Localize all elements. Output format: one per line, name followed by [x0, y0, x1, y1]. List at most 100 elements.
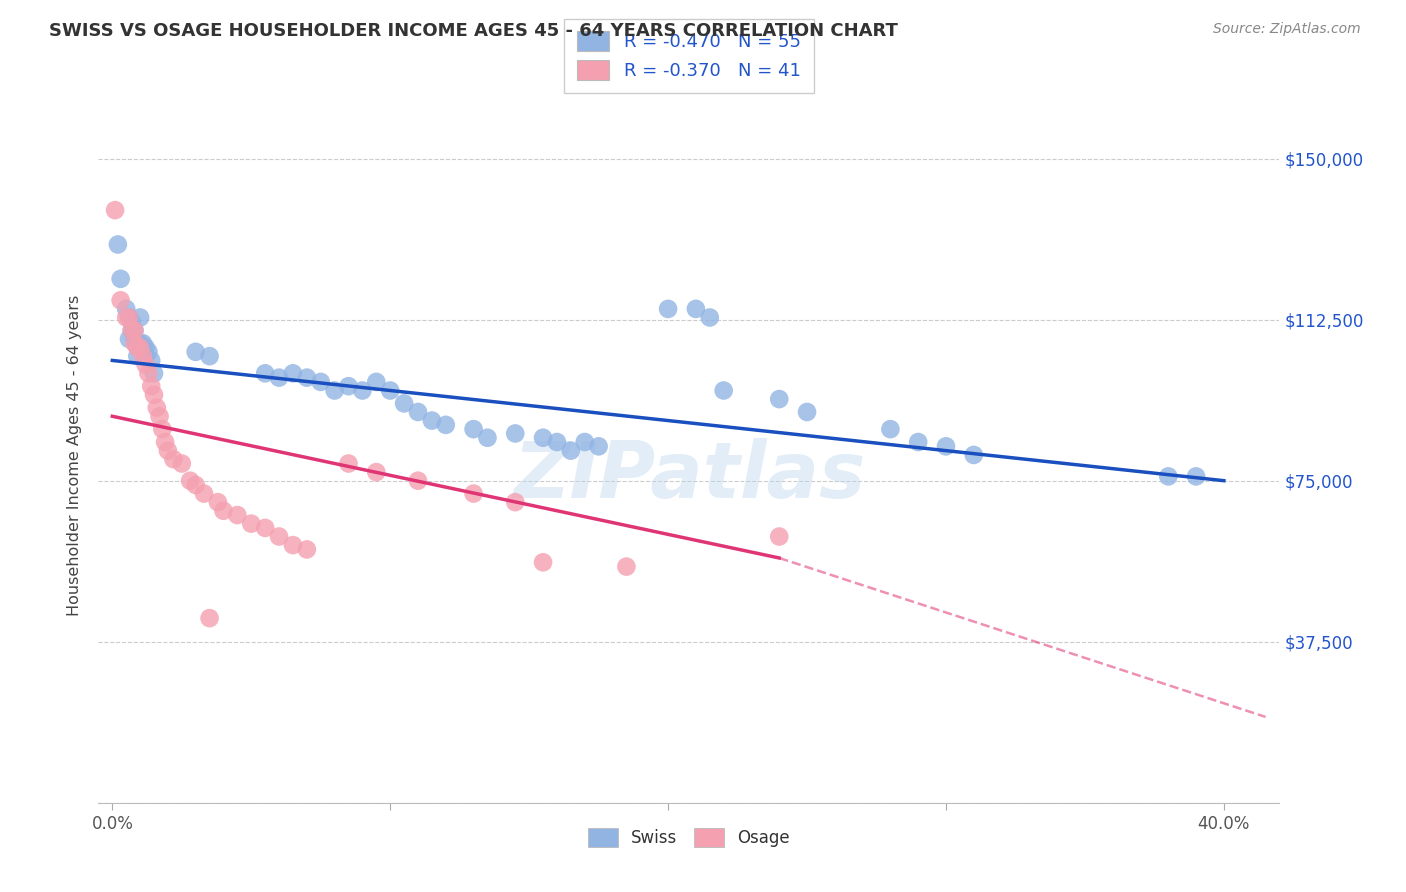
Point — [118, 332, 141, 346]
Point — [531, 555, 554, 569]
Point — [135, 358, 157, 372]
Point — [138, 367, 160, 381]
Point — [162, 452, 184, 467]
Point — [560, 443, 582, 458]
Point — [267, 529, 290, 543]
Point — [132, 336, 155, 351]
Point — [124, 332, 146, 346]
Point — [366, 375, 388, 389]
Point — [153, 435, 176, 450]
Point — [135, 349, 157, 363]
Point — [127, 349, 149, 363]
Point — [879, 422, 901, 436]
Point — [110, 293, 132, 308]
Point — [226, 508, 249, 522]
Point — [337, 379, 360, 393]
Point — [184, 344, 207, 359]
Point — [121, 315, 143, 329]
Text: Source: ZipAtlas.com: Source: ZipAtlas.com — [1213, 22, 1361, 37]
Point — [616, 559, 638, 574]
Point — [963, 448, 986, 462]
Point — [115, 301, 138, 316]
Point — [337, 457, 360, 471]
Point — [768, 392, 790, 406]
Point — [135, 341, 157, 355]
Point — [121, 323, 143, 337]
Point — [1157, 469, 1180, 483]
Point — [546, 435, 568, 450]
Point — [768, 529, 790, 543]
Point — [281, 538, 304, 552]
Point — [295, 542, 318, 557]
Point — [935, 439, 957, 453]
Point — [143, 388, 166, 402]
Point — [240, 516, 263, 531]
Point — [129, 310, 152, 325]
Point — [124, 336, 146, 351]
Point — [104, 203, 127, 218]
Y-axis label: Householder Income Ages 45 - 64 years: Householder Income Ages 45 - 64 years — [67, 294, 83, 615]
Point — [156, 443, 179, 458]
Point — [118, 310, 141, 325]
Point — [796, 405, 818, 419]
Point — [574, 435, 596, 450]
Point — [141, 379, 163, 393]
Point — [129, 336, 152, 351]
Point — [170, 457, 193, 471]
Point — [463, 486, 485, 500]
Point — [1185, 469, 1208, 483]
Point — [477, 431, 499, 445]
Text: ZIPatlas: ZIPatlas — [513, 438, 865, 514]
Point — [198, 349, 221, 363]
Point — [129, 341, 152, 355]
Point — [657, 301, 679, 316]
Point — [366, 465, 388, 479]
Point — [179, 474, 201, 488]
Point — [503, 426, 526, 441]
Point — [193, 486, 215, 500]
Point — [309, 375, 332, 389]
Point — [127, 341, 149, 355]
Point — [207, 495, 229, 509]
Point — [420, 413, 443, 427]
Point — [713, 384, 735, 398]
Point — [124, 323, 146, 337]
Point — [685, 301, 707, 316]
Point — [107, 237, 129, 252]
Point — [406, 474, 429, 488]
Point — [146, 401, 169, 415]
Point — [115, 310, 138, 325]
Point — [141, 353, 163, 368]
Legend: Swiss, Osage: Swiss, Osage — [578, 819, 800, 857]
Point — [531, 431, 554, 445]
Point — [110, 272, 132, 286]
Point — [212, 504, 235, 518]
Point — [254, 521, 277, 535]
Point — [127, 336, 149, 351]
Point — [148, 409, 170, 424]
Point — [184, 478, 207, 492]
Point — [118, 310, 141, 325]
Point — [434, 417, 457, 432]
Point — [352, 384, 374, 398]
Point — [699, 310, 721, 325]
Point — [295, 370, 318, 384]
Point — [406, 405, 429, 419]
Point — [907, 435, 929, 450]
Point — [121, 323, 143, 337]
Point — [392, 396, 415, 410]
Point — [150, 422, 173, 436]
Point — [254, 367, 277, 381]
Point — [323, 384, 346, 398]
Text: SWISS VS OSAGE HOUSEHOLDER INCOME AGES 45 - 64 YEARS CORRELATION CHART: SWISS VS OSAGE HOUSEHOLDER INCOME AGES 4… — [49, 22, 898, 40]
Point — [463, 422, 485, 436]
Point — [281, 367, 304, 381]
Point — [267, 370, 290, 384]
Point — [138, 344, 160, 359]
Point — [380, 384, 402, 398]
Point — [503, 495, 526, 509]
Point — [124, 323, 146, 337]
Point — [143, 367, 166, 381]
Point — [198, 611, 221, 625]
Point — [588, 439, 610, 453]
